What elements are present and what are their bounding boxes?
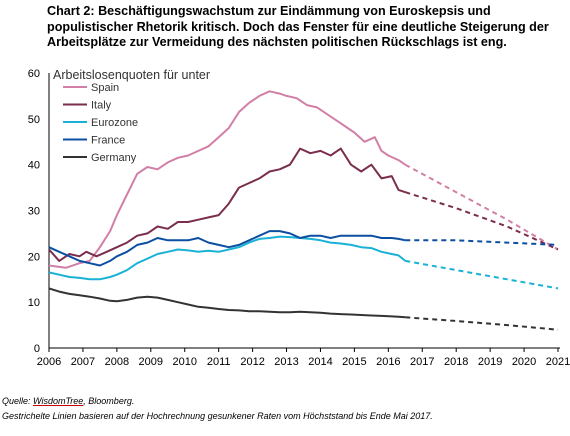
legend-label: France <box>91 135 125 147</box>
x-tick-label: 2008 <box>105 356 129 368</box>
x-tick-label: 2014 <box>308 356 332 368</box>
footnote: Gestrichelte Linien basieren auf der Hoc… <box>2 411 433 421</box>
x-tick-label: 2007 <box>71 356 95 368</box>
x-tick-label: 2018 <box>444 356 468 368</box>
x-tick-label: 2021 <box>546 356 570 368</box>
y-tick-label: 0 <box>34 343 40 355</box>
series-line-germany <box>48 287 406 319</box>
source-prefix: Quelle: <box>2 396 34 406</box>
series-projection-spain <box>404 163 559 251</box>
x-tick-label: 2016 <box>376 356 400 368</box>
legend-label: Italy <box>91 100 112 112</box>
legend-label: Eurozone <box>91 117 138 129</box>
series-line-france <box>48 230 406 267</box>
series-projection-germany <box>405 316 559 331</box>
y-tick-label: 30 <box>28 206 40 218</box>
y-tick-label: 60 <box>28 68 40 80</box>
series-line-italy <box>48 147 406 262</box>
legend-label: Germany <box>91 152 137 164</box>
y-tick-label: 10 <box>28 297 40 309</box>
series-projection-italy <box>405 191 559 251</box>
y-axis-label: Arbeitslosenquoten für unter <box>53 68 210 82</box>
x-tick-label: 2006 <box>37 356 61 368</box>
series-line-eurozone <box>48 235 406 281</box>
source-line: Quelle: WisdomTree, Bloomberg. <box>2 394 433 409</box>
x-tick-label: 2011 <box>207 356 231 368</box>
x-tick-label: 2012 <box>240 356 264 368</box>
chart-title: Chart 2: Beschäftigungswachstum zur Eind… <box>47 4 549 49</box>
x-tick-label: 2019 <box>478 356 502 368</box>
x-ticks: 2006 2007 2008 2009 2010 2011 2012 2013 2014 2015… <box>37 348 570 368</box>
x-tick-label: 2009 <box>139 356 163 368</box>
series-line-spain <box>48 90 406 269</box>
y-tick-label: 50 <box>28 114 40 126</box>
y-ticks: 0 10 20 30 40 50 60 <box>28 68 40 355</box>
y-tick-label: 40 <box>28 160 40 172</box>
legend-label: Spain <box>91 82 119 94</box>
x-tick-label: 2017 <box>410 356 434 368</box>
series-projection-france <box>405 239 559 246</box>
legend: Spain Italy Eurozone France Germany <box>63 82 138 164</box>
source-name: WisdomTree <box>33 396 84 406</box>
x-tick-label: 2010 <box>172 356 196 368</box>
x-tick-label: 2013 <box>274 356 298 368</box>
series-layer <box>48 90 559 331</box>
x-tick-label: 2020 <box>512 356 536 368</box>
source-suffix: , Bloomberg. <box>83 396 135 406</box>
x-tick-label: 2015 <box>342 356 366 368</box>
series-projection-eurozone <box>405 259 559 290</box>
source-block: Quelle: WisdomTree, Bloomberg. Gestriche… <box>2 394 433 424</box>
y-tick-label: 20 <box>28 251 40 263</box>
